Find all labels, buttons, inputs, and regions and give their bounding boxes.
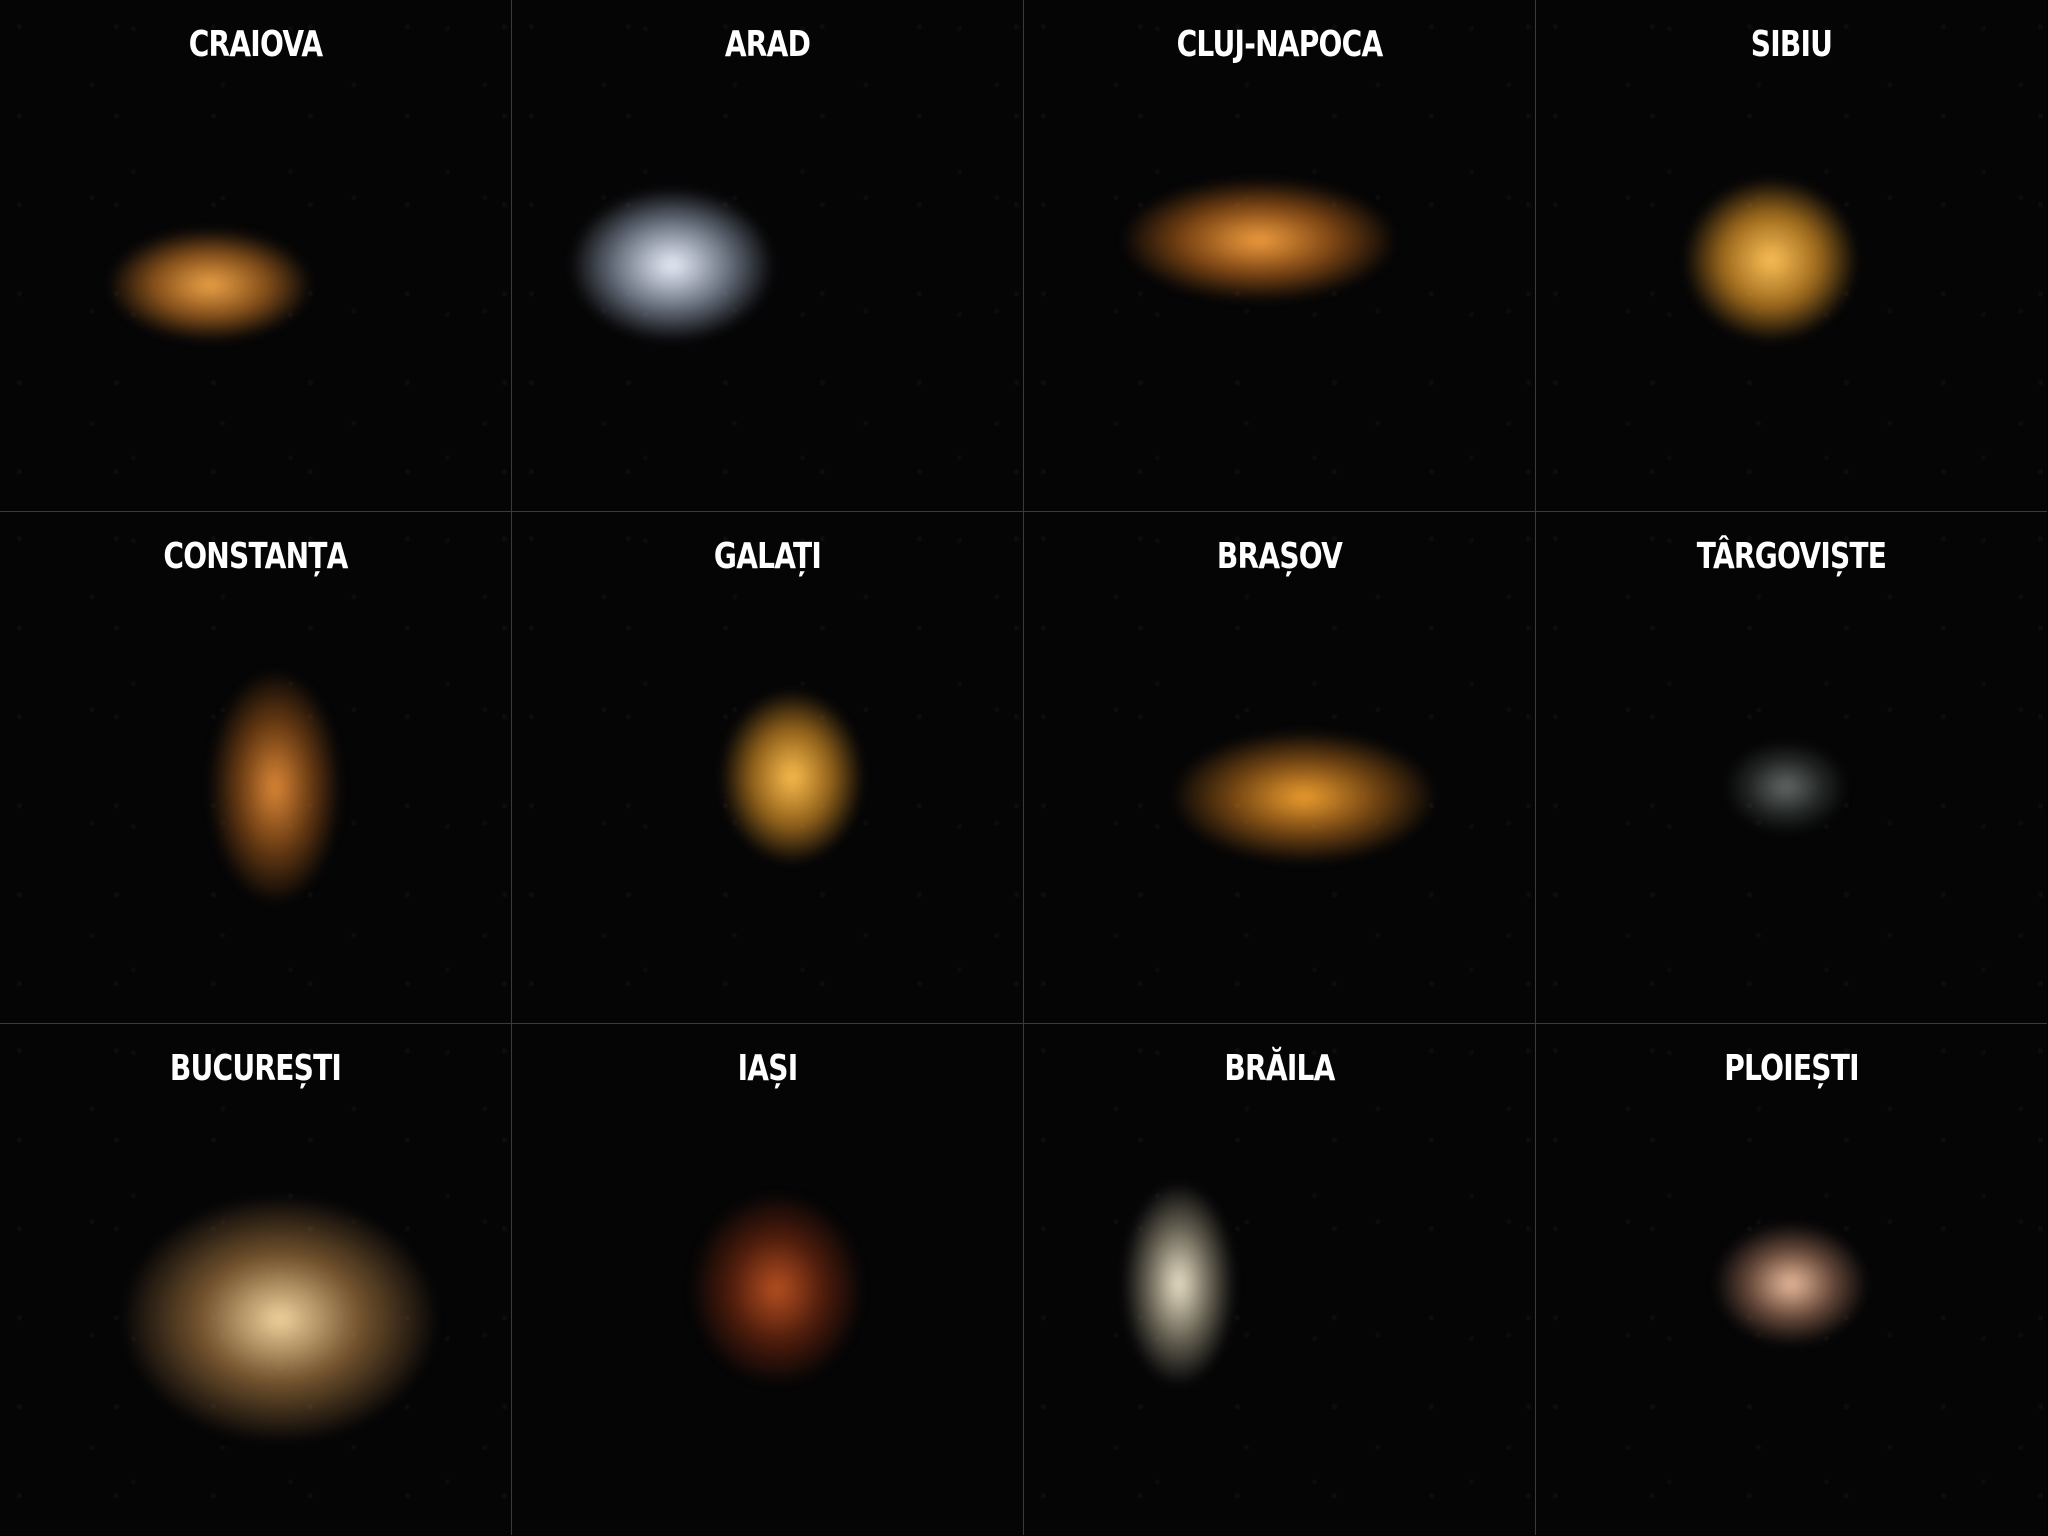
- city-panel: IAȘI: [512, 1024, 1023, 1535]
- city-label: SIBIU: [1750, 24, 1833, 65]
- city-lights: [1726, 742, 1846, 832]
- city-panel: PLOIEȘTI: [1536, 1024, 2047, 1535]
- city-label: CLUJ-NAPOCA: [1176, 24, 1384, 65]
- city-lights: [120, 1194, 440, 1444]
- city-lights: [1124, 180, 1394, 300]
- city-panel: TÂRGOVIȘTE: [1536, 512, 2047, 1023]
- city-lights: [1716, 1224, 1866, 1344]
- city-label: CONSTANȚA: [163, 536, 348, 577]
- city-panel: GALAȚI: [512, 512, 1023, 1023]
- city-label: BRAȘOV: [1216, 536, 1343, 577]
- city-panel: BRAȘOV: [1024, 512, 1535, 1023]
- city-lights: [1174, 732, 1434, 862]
- city-label: BRĂILA: [1224, 1048, 1335, 1089]
- city-label: IAȘI: [737, 1048, 799, 1089]
- city-panel: CLUJ-NAPOCA: [1024, 0, 1535, 511]
- city-panel: SIBIU: [1536, 0, 2047, 511]
- city-label: BUCUREȘTI: [169, 1048, 342, 1089]
- city-panel: CONSTANȚA: [0, 512, 511, 1023]
- city-label: PLOIEȘTI: [1724, 1048, 1859, 1089]
- city-panel: BUCUREȘTI: [0, 1024, 511, 1535]
- city-label: TÂRGOVIȘTE: [1696, 536, 1887, 577]
- city-lights: [1686, 180, 1856, 340]
- city-panel: CRAIOVA: [0, 0, 511, 511]
- city-panel: BRĂILA: [1024, 1024, 1535, 1535]
- city-lights: [722, 692, 862, 862]
- city-lights: [572, 190, 772, 340]
- city-lights: [1124, 1184, 1234, 1384]
- city-lights: [692, 1194, 862, 1384]
- city-label: GALAȚI: [713, 536, 822, 577]
- city-lights: [210, 672, 340, 902]
- city-label: ARAD: [724, 24, 811, 65]
- city-lights: [110, 230, 310, 340]
- city-label: CRAIOVA: [188, 24, 323, 65]
- city-panel: ARAD: [512, 0, 1023, 511]
